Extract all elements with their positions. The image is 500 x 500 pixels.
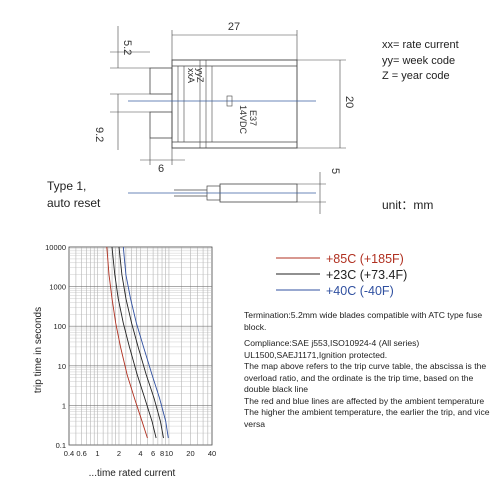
x-tick-label: 1 <box>95 449 99 458</box>
dim-side-thickness: 5 <box>329 168 341 174</box>
y-axis-label: trip time in seconds <box>33 307 44 393</box>
y-tick-label: 10000 <box>45 243 66 252</box>
dim-top-height: 5.2 <box>121 40 133 55</box>
x-tick-label: 40 <box>208 449 216 458</box>
body-mark-rate: xxA <box>186 68 196 83</box>
chart-legend: +85C (+185F) +23C (+73.4F) +40C (-40F) <box>276 252 407 298</box>
x-tick-label: 8 <box>160 449 164 458</box>
note-higher-temp: The higher the ambient temperature, the … <box>244 407 490 429</box>
side-view <box>128 183 316 203</box>
code-legend: xx= rate current yy= week code Z = year … <box>382 38 459 85</box>
front-view <box>128 59 316 149</box>
body-mark-date: yyZ <box>195 68 205 83</box>
chart-grid <box>69 247 212 446</box>
series-line-1 <box>106 246 148 439</box>
dim-blade-gap: 9.2 <box>93 127 105 142</box>
legend-label: +85C (+185F) <box>326 252 404 266</box>
note-termination: Termination:5.2mm wide blades compatible… <box>244 310 483 332</box>
note-temperature: The red and blue lines are affected by t… <box>244 395 485 406</box>
x-tick-label: 0.6 <box>76 449 86 458</box>
y-tick-label: 0.1 <box>56 441 66 450</box>
type-line-1: Type 1, <box>47 179 87 193</box>
x-tick-label: 2 <box>117 449 121 458</box>
unit-label: unit：mm <box>382 198 434 212</box>
dim-width: 27 <box>228 21 240 33</box>
notes-block: Termination:5.2mm wide blades compatible… <box>244 310 494 430</box>
x-tick-label: 20 <box>186 449 194 458</box>
x-tick-label: 10 <box>165 449 173 458</box>
y-tick-label: 10 <box>58 362 66 371</box>
x-tick-label: 4 <box>138 449 142 458</box>
x-tick-label: 0.4 <box>64 449 74 458</box>
dimension-lines <box>110 26 346 214</box>
chart-series <box>106 246 169 439</box>
type-label: Type 1, auto reset <box>47 178 100 212</box>
note-trip-curve: The map above refers to the trip curve t… <box>244 361 487 394</box>
x-tick-label: 6 <box>151 449 155 458</box>
y-tick-label: 1000 <box>49 283 66 292</box>
dim-blade-width: 6 <box>158 163 164 175</box>
type-line-2: auto reset <box>47 196 101 210</box>
legend-label: +23C (+73.4F) <box>326 268 407 282</box>
body-mark-voltage: 14VDC <box>238 105 248 135</box>
legend-label: +40C (-40F) <box>326 284 394 298</box>
x-axis-label: ...time rated current <box>89 468 176 479</box>
series-line-3 <box>118 246 164 439</box>
body-mark-model: E37 <box>248 110 258 126</box>
code-yy: yy= week code <box>382 54 456 67</box>
series-line-4 <box>122 246 169 439</box>
series-line-2 <box>111 246 157 439</box>
y-tick-label: 1 <box>62 401 66 410</box>
code-xx: xx= rate current <box>382 39 459 51</box>
dim-body-height: 20 <box>343 96 355 108</box>
x-tick-labels: 0.4 0.6 1 2 4 6 8 10 20 40 <box>64 449 216 458</box>
note-compliance: Compliance:SAE j553,ISO10924-4 (All seri… <box>244 338 420 360</box>
y-tick-label: 100 <box>53 322 66 331</box>
code-z: Z = year code <box>382 70 450 82</box>
y-tick-labels: 10000 1000 100 10 1 0.1 <box>45 243 66 450</box>
